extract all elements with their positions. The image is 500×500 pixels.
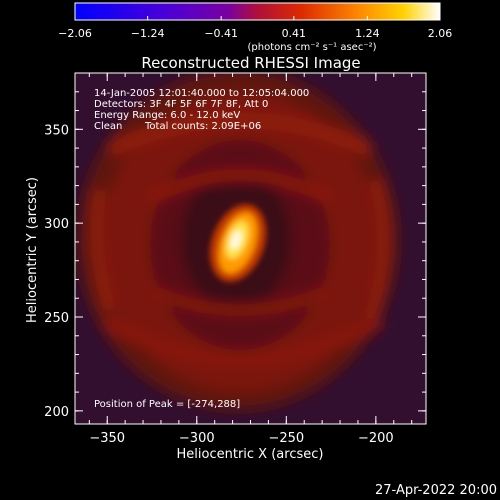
chart-title: Reconstructed RHESSI Image	[141, 54, 360, 72]
colorbar-tick-label: −2.06	[58, 27, 92, 40]
x-tick-label: −350	[89, 431, 125, 446]
colorbar-tick-label: 0.41	[282, 27, 307, 40]
annotation-time-range: 14-Jan-2005 12:01:40.000 to 12:05:04.000	[94, 88, 309, 99]
x-tick-label: −250	[268, 431, 304, 446]
x-axis-label: Heliocentric X (arcsec)	[177, 447, 324, 462]
annotation-energy-range: Energy Range: 6.0 - 12.0 keV	[94, 110, 240, 121]
y-tick-label: 300	[44, 217, 69, 232]
colorbar-tick-label: 1.24	[355, 27, 380, 40]
y-axis-ticks: 200 250 300 350	[44, 91, 426, 420]
heatmap-image	[75, 73, 426, 424]
x-tick-label: −200	[358, 431, 394, 446]
y-tick-label: 200	[44, 405, 69, 420]
colorbar-tick-label: 2.06	[428, 27, 453, 40]
colorbar-label: (photons cm⁻² s⁻¹ asec⁻²)	[247, 42, 376, 53]
annotation-peak-position: Position of Peak = [-274,288]	[94, 399, 240, 410]
y-tick-label: 350	[44, 123, 69, 138]
colorbar	[74, 2, 441, 21]
annotation-clean: Clean	[94, 121, 122, 132]
colorbar-ticks: −2.06 −1.24 −0.41 0.41 1.24 2.06	[58, 16, 452, 40]
footer-timestamp: 27-Apr-2022 20:00	[375, 483, 497, 498]
annotation-total-counts: Total counts: 2.09E+06	[144, 121, 261, 132]
x-tick-label: −300	[179, 431, 215, 446]
colorbar-tick-label: −1.24	[131, 27, 165, 40]
annotation-detectors: Detectors: 3F 4F 5F 6F 7F 8F, Att 0	[94, 99, 268, 110]
x-axis-ticks: −350 −300 −250 −200	[88, 73, 413, 446]
colorbar-tick-label: −0.41	[204, 27, 238, 40]
y-axis-label: Heliocentric Y (arcsec)	[25, 177, 40, 323]
y-tick-label: 250	[44, 311, 69, 326]
